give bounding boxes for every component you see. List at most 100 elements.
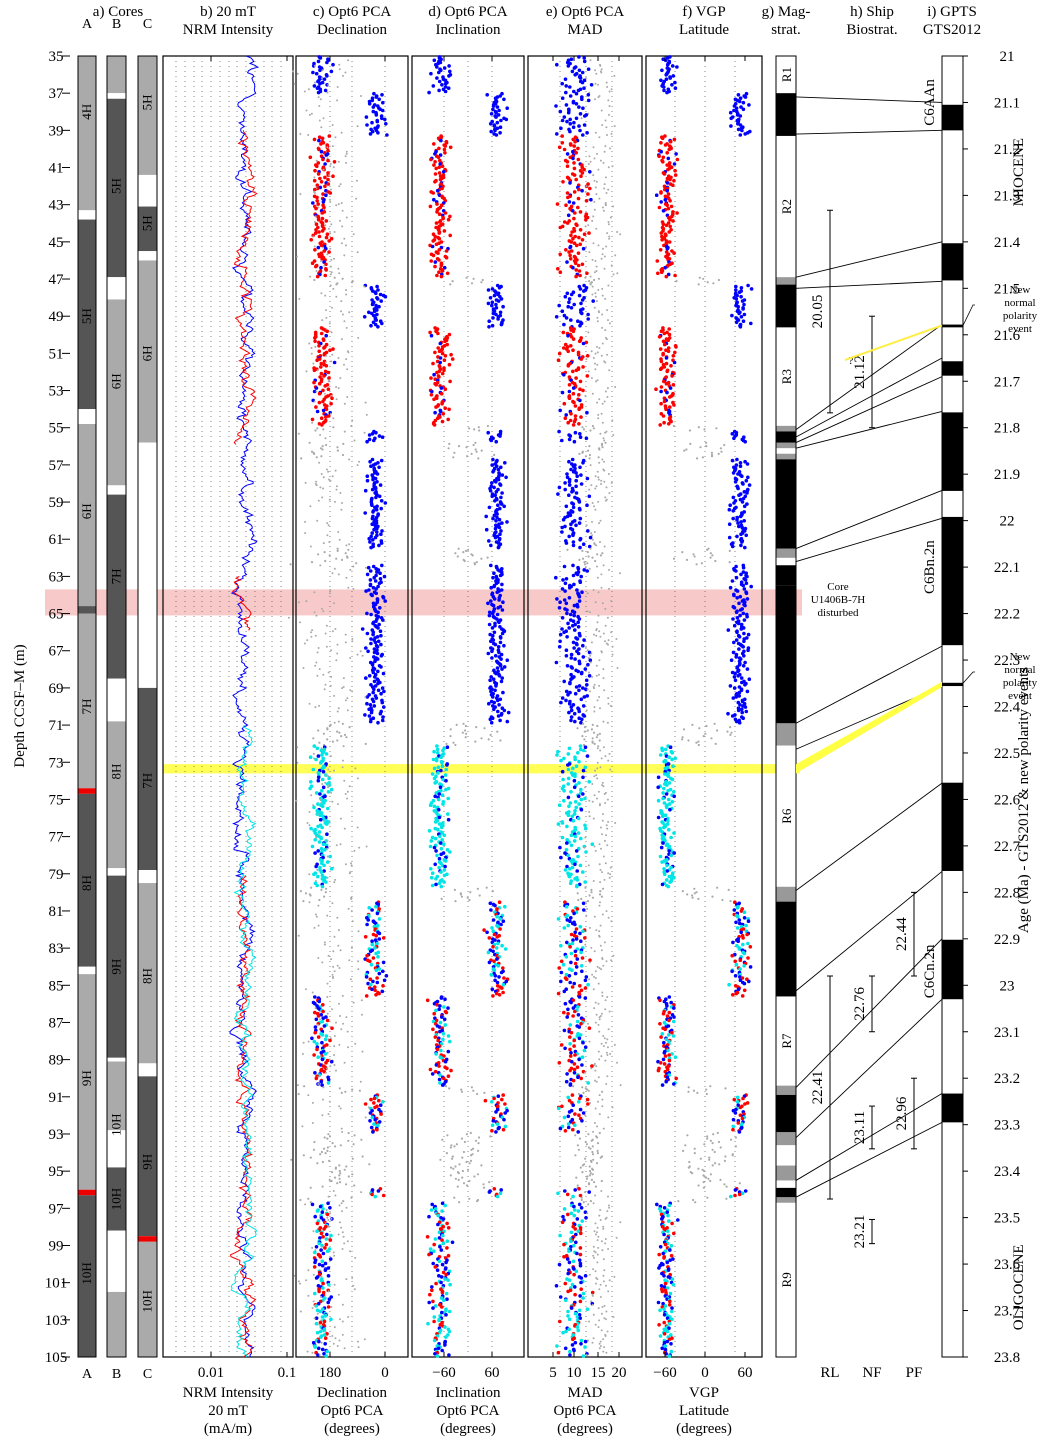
data-point bbox=[319, 798, 322, 801]
core-hole-frame bbox=[106, 55, 127, 1358]
data-point bbox=[586, 1102, 590, 1106]
data-point bbox=[445, 745, 450, 749]
data-point bbox=[605, 824, 608, 827]
data-point bbox=[486, 556, 489, 559]
data-point bbox=[741, 565, 746, 570]
data-point bbox=[587, 1089, 590, 1092]
data-point bbox=[337, 944, 340, 947]
data-point bbox=[316, 813, 319, 816]
data-point bbox=[330, 675, 333, 678]
data-point bbox=[742, 981, 747, 986]
cores-column: 4H5H6H7H8H9H10HAA5H6H7H8H9H10H10HBB5H5H6… bbox=[77, 4, 158, 1382]
data-point bbox=[729, 900, 732, 903]
data-point bbox=[663, 747, 668, 752]
data-point bbox=[319, 434, 322, 436]
data-point bbox=[598, 136, 601, 139]
data-point bbox=[446, 217, 451, 222]
data-point bbox=[745, 574, 749, 579]
data-point bbox=[578, 287, 583, 291]
data-point bbox=[738, 608, 743, 612]
data-point bbox=[346, 790, 349, 793]
core-label: 8H bbox=[79, 875, 94, 891]
data-point bbox=[578, 984, 582, 988]
data-point bbox=[663, 265, 667, 270]
data-point bbox=[468, 427, 471, 430]
data-point bbox=[333, 257, 335, 260]
data-point bbox=[668, 807, 672, 812]
data-point bbox=[578, 1107, 583, 1112]
data-point bbox=[564, 648, 569, 652]
data-point bbox=[588, 815, 591, 818]
data-point bbox=[592, 589, 595, 591]
data-point bbox=[303, 1085, 306, 1088]
data-point bbox=[577, 688, 581, 693]
data-point bbox=[562, 372, 566, 377]
data-point bbox=[347, 59, 350, 62]
data-point bbox=[316, 369, 319, 372]
data-point bbox=[559, 126, 563, 131]
data-point bbox=[432, 197, 436, 202]
data-point bbox=[324, 268, 329, 272]
data-point bbox=[440, 1083, 445, 1087]
data-point bbox=[601, 781, 604, 784]
data-point bbox=[374, 968, 379, 972]
data-point bbox=[601, 253, 604, 256]
data-point bbox=[477, 426, 480, 429]
data-point bbox=[673, 86, 678, 90]
data-point bbox=[323, 384, 328, 388]
data-point bbox=[350, 897, 353, 901]
data-point bbox=[555, 62, 559, 67]
hole-letter-bottom: C bbox=[143, 1367, 152, 1382]
data-point bbox=[604, 862, 607, 865]
data-point bbox=[667, 1010, 672, 1015]
core-label: 5H bbox=[140, 215, 155, 231]
data-point bbox=[311, 1101, 314, 1104]
data-point bbox=[700, 562, 704, 565]
data-point bbox=[317, 957, 320, 959]
data-point bbox=[604, 499, 607, 502]
data-point bbox=[341, 766, 344, 769]
data-point bbox=[497, 538, 502, 542]
data-point bbox=[341, 994, 344, 997]
data-point bbox=[501, 600, 505, 604]
data-point bbox=[380, 700, 385, 705]
data-point bbox=[320, 126, 323, 129]
data-point bbox=[665, 869, 669, 873]
data-point bbox=[564, 848, 569, 852]
data-point bbox=[370, 457, 375, 462]
data-point bbox=[435, 188, 440, 193]
data-point bbox=[335, 398, 338, 401]
data-point bbox=[581, 775, 585, 780]
data-point bbox=[342, 74, 344, 77]
data-point bbox=[329, 69, 334, 74]
data-point bbox=[574, 484, 578, 489]
data-point bbox=[730, 544, 735, 549]
data-point bbox=[434, 882, 438, 887]
data-point bbox=[371, 621, 375, 626]
data-point bbox=[656, 1068, 661, 1073]
data-point bbox=[572, 1038, 576, 1043]
data-point bbox=[731, 516, 735, 521]
data-point bbox=[326, 148, 330, 153]
data-point bbox=[437, 1064, 441, 1068]
data-point bbox=[340, 300, 343, 303]
data-point bbox=[584, 199, 589, 203]
data-point bbox=[498, 718, 502, 723]
data-point bbox=[567, 804, 571, 809]
data-point bbox=[313, 278, 316, 282]
data-point bbox=[588, 894, 591, 897]
data-point bbox=[431, 253, 436, 258]
data-point bbox=[698, 276, 701, 279]
data-point bbox=[594, 977, 597, 979]
data-point bbox=[379, 654, 384, 658]
data-point bbox=[682, 1149, 685, 1152]
data-point bbox=[314, 228, 318, 232]
data-point bbox=[373, 946, 377, 950]
data-point bbox=[563, 416, 568, 421]
data-point bbox=[732, 606, 737, 610]
data-point bbox=[598, 930, 601, 933]
data-point bbox=[433, 836, 438, 841]
data-point bbox=[715, 427, 718, 430]
data-point bbox=[351, 690, 354, 693]
core-segment bbox=[107, 1230, 126, 1292]
